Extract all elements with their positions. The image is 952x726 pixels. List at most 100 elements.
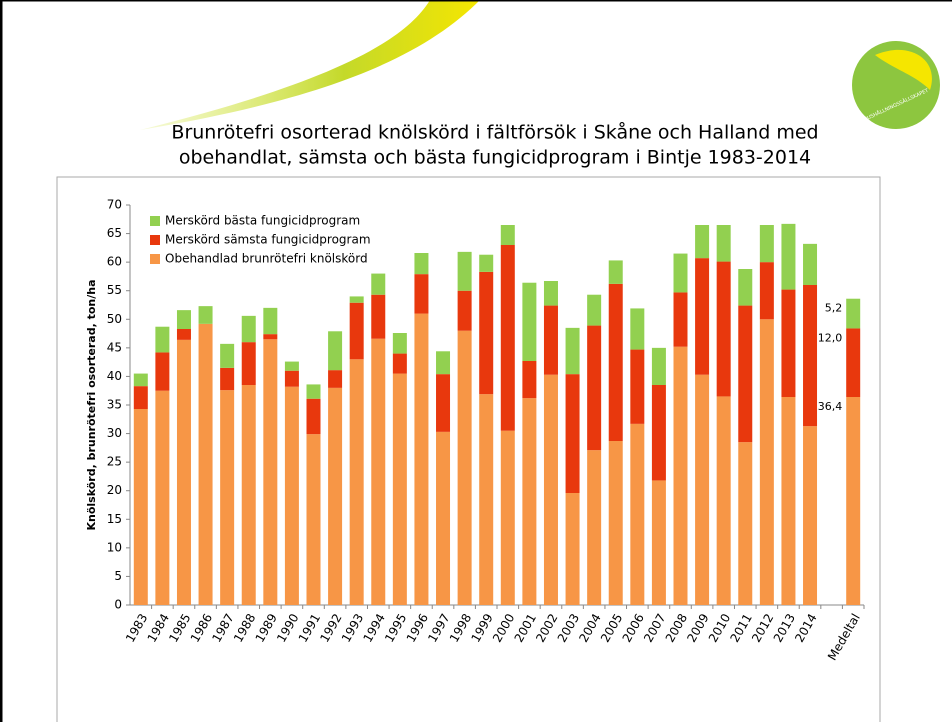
bar-segment: [284, 386, 299, 605]
bar-segment: [781, 289, 796, 397]
y-tick-label: 5: [114, 569, 122, 583]
bar-segment: [241, 342, 256, 385]
bar-segment: [284, 370, 299, 387]
bar-segment: [738, 305, 753, 443]
bar-segment: [608, 260, 623, 284]
bar-segment: [414, 313, 429, 605]
chart-frame: [56, 176, 881, 726]
bar-segment: [630, 349, 645, 424]
bar-segment: [392, 333, 407, 354]
bar-segment: [522, 398, 537, 605]
y-tick-label: 30: [107, 426, 122, 440]
y-tick-label: 35: [107, 398, 122, 412]
bar-segment: [349, 296, 364, 303]
bar-segment: [436, 351, 451, 375]
y-tick-label: 65: [107, 226, 122, 240]
bar-segment: [328, 387, 343, 605]
bar-segment: [133, 409, 148, 605]
bar-segment: [155, 326, 170, 353]
bar-segment: [759, 225, 774, 263]
bar-segment: [371, 338, 386, 605]
bar-segment: [457, 251, 472, 291]
bar-segment: [673, 292, 688, 347]
bar-segment: [198, 306, 213, 324]
data-label: 36,4: [818, 400, 843, 413]
bar-segment: [306, 384, 321, 399]
bar-segment: [630, 423, 645, 605]
y-tick-label: 60: [107, 255, 122, 269]
bar-segment: [479, 271, 494, 395]
bar-segment: [716, 225, 731, 262]
bar-segment: [414, 274, 429, 314]
bar-segment: [263, 334, 278, 340]
y-tick-label: 40: [107, 369, 122, 383]
bar-segment: [436, 431, 451, 605]
bar-segment: [241, 385, 256, 605]
bar-segment: [651, 480, 666, 605]
bar-segment: [587, 325, 602, 451]
legend-swatch: [150, 254, 160, 264]
bar-segment: [846, 298, 861, 329]
legend-swatch: [150, 235, 160, 245]
bar-segment: [759, 319, 774, 605]
bar-segment: [543, 305, 558, 375]
legend-swatch: [150, 216, 160, 226]
y-tick-label: 50: [107, 312, 122, 326]
bar-segment: [176, 310, 191, 329]
bar-segment: [565, 374, 580, 493]
bar-segment: [155, 352, 170, 391]
bar-segment: [500, 225, 515, 245]
bar-segment: [371, 294, 386, 339]
bar-segment: [522, 282, 537, 361]
bar-segment: [328, 331, 343, 371]
bar-segment: [695, 225, 710, 259]
bar-segment: [133, 373, 148, 387]
bar-segment: [349, 302, 364, 360]
bar-segment: [155, 390, 170, 605]
legend-label: Merskörd sämsta fungicidprogram: [165, 233, 371, 247]
bar-segment: [328, 370, 343, 388]
bar-segment: [846, 397, 861, 605]
bar-segment: [695, 374, 710, 605]
chart-title: Brunrötefri osorterad knölskörd i fältfö…: [171, 121, 818, 144]
bar-segment: [587, 294, 602, 326]
bar-segment: [371, 273, 386, 295]
bar-segment: [781, 397, 796, 605]
bar-segment: [284, 361, 299, 371]
bar-segment: [414, 253, 429, 275]
bar-segment: [436, 374, 451, 432]
bar-segment: [220, 367, 235, 391]
bar-segment: [759, 262, 774, 320]
bar-segment: [500, 430, 515, 605]
bar-segment: [176, 339, 191, 605]
chart-title: obehandlat, sämsta och bästa fungicidpro…: [179, 147, 811, 169]
bar-segment: [673, 253, 688, 293]
bar-segment: [738, 442, 753, 605]
bar-segment: [608, 283, 623, 441]
bar-segment: [651, 347, 666, 385]
bar-segment: [241, 315, 256, 343]
bar-segment: [716, 261, 731, 397]
y-tick-label: 45: [107, 340, 122, 354]
bar-segment: [198, 323, 213, 605]
bar-segment: [630, 308, 645, 350]
bar-segment: [306, 398, 321, 435]
bar-segment: [349, 359, 364, 605]
bar-segment: [263, 307, 278, 335]
bar-segment: [220, 343, 235, 368]
bar-segment: [738, 269, 753, 306]
swoosh: [140, 0, 480, 130]
bar-segment: [457, 290, 472, 331]
bar-segment: [176, 329, 191, 340]
y-tick-label: 15: [107, 512, 122, 526]
y-tick-label: 55: [107, 283, 122, 297]
bar-segment: [479, 254, 494, 272]
bar-segment: [608, 441, 623, 605]
bar-segment: [565, 493, 580, 605]
bar-segment: [220, 390, 235, 605]
bar-segment: [803, 243, 818, 285]
bar-segment: [781, 223, 796, 290]
bar-segment: [695, 258, 710, 375]
logo-leaf: [875, 49, 932, 90]
